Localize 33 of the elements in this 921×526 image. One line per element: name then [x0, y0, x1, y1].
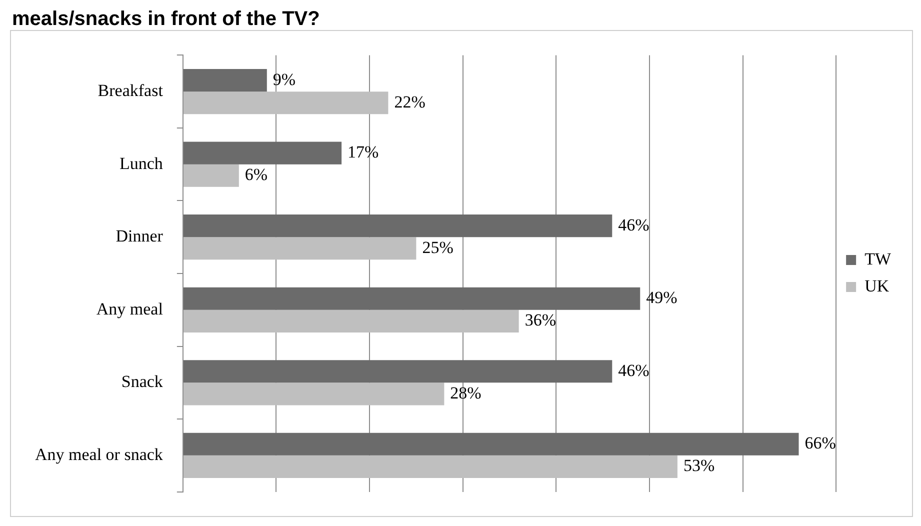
- data-label: 28%: [450, 383, 482, 402]
- data-label: 36%: [524, 310, 556, 330]
- bar: [183, 310, 519, 332]
- legend-label: UK: [864, 276, 890, 296]
- y-tick-label: Snack: [121, 372, 164, 392]
- data-label: 6%: [244, 165, 268, 184]
- bar: [183, 69, 267, 92]
- data-label: 66%: [804, 434, 836, 453]
- data-label: 46%: [618, 215, 650, 234]
- bar: [183, 455, 678, 478]
- data-label: 25%: [422, 238, 454, 257]
- data-label: 49%: [646, 288, 678, 308]
- y-tick-label: Breakfast: [98, 81, 164, 100]
- bar: [183, 287, 640, 310]
- data-label: 9%: [272, 70, 296, 89]
- y-tick-label: Any meal: [96, 299, 164, 318]
- bar: [183, 360, 612, 383]
- bar: [183, 432, 799, 456]
- data-label: 53%: [683, 456, 715, 476]
- legend-label: TW: [864, 249, 892, 268]
- bar: [183, 237, 416, 260]
- bar: [183, 214, 612, 238]
- data-label: 46%: [618, 360, 650, 380]
- bar: [183, 382, 444, 406]
- y-tick-label: Dinner: [116, 226, 164, 246]
- bar: [183, 142, 342, 164]
- y-tick-label: Any meal or snack: [34, 444, 164, 464]
- bar: [183, 92, 388, 114]
- chart-title: meals/snacks in front of the TV?: [12, 8, 321, 30]
- y-tick-label: Lunch: [119, 154, 164, 173]
- data-label: 17%: [348, 142, 379, 162]
- data-label: 22%: [394, 92, 426, 112]
- bar: [183, 164, 239, 187]
